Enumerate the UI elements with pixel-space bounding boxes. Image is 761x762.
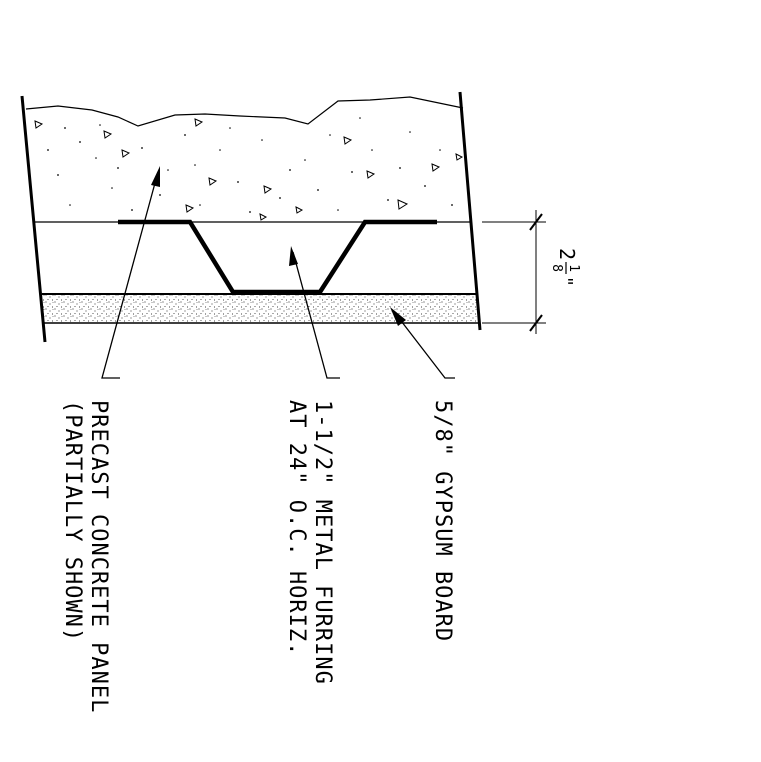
- dimension-whole: 2: [555, 248, 579, 260]
- metal-furring-channel: [118, 219, 437, 295]
- dimension-unit: ": [555, 276, 576, 287]
- thickness-dimension: [482, 210, 546, 334]
- concrete-label-line2: (PARTIALLY SHOWN): [60, 400, 85, 642]
- dimension-label: 2 1 8 ": [549, 248, 581, 287]
- furring-label-line1: 1-1/2" METAL FURRING: [310, 400, 335, 685]
- concrete-stipple: [47, 117, 453, 213]
- left-break-line: [20, 95, 47, 343]
- furring-label-line2: AT 24" O.C. HORIZ.: [284, 400, 309, 656]
- concrete-leader: [101, 166, 160, 379]
- furring-leader: [289, 246, 340, 379]
- concrete-aggregate: [34, 118, 464, 221]
- concrete-label-line1: PRECAST CONCRETE PANEL: [86, 400, 111, 713]
- right-break-line: [458, 91, 482, 331]
- precast-concrete-panel: [25, 96, 470, 223]
- gypsum-board: [42, 293, 478, 324]
- dimension-denominator: 8: [549, 264, 564, 272]
- gypsum-label: 5/8" GYPSUM BOARD: [430, 400, 455, 642]
- gypsum-leader: [390, 307, 455, 379]
- dimension-numerator: 1: [566, 264, 581, 272]
